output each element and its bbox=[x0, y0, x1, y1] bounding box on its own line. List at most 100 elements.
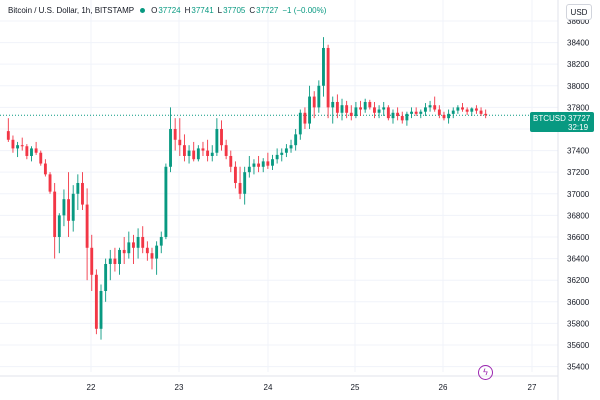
x-tick-label: 22 bbox=[87, 383, 96, 392]
candle bbox=[345, 100, 349, 119]
chart-legend: Bitcoin / U.S. Dollar, 1h, BITSTAMP O 377… bbox=[8, 6, 326, 15]
candle bbox=[201, 141, 205, 156]
candle bbox=[169, 107, 172, 173]
candle-body bbox=[451, 110, 455, 114]
y-tick-label: 38600 bbox=[567, 17, 590, 26]
candle bbox=[238, 166, 242, 200]
candle-body bbox=[266, 161, 270, 166]
candle bbox=[433, 96, 437, 112]
candle-body bbox=[108, 258, 112, 264]
candle-body bbox=[201, 148, 205, 151]
candle bbox=[354, 101, 358, 119]
candle bbox=[210, 145, 214, 162]
candle bbox=[465, 107, 469, 115]
candle bbox=[271, 154, 274, 171]
candle-body bbox=[354, 107, 358, 117]
candle bbox=[81, 172, 84, 210]
candle-body bbox=[391, 112, 395, 119]
candle bbox=[275, 148, 279, 164]
candle bbox=[456, 105, 460, 114]
candle-body bbox=[400, 116, 404, 121]
candle bbox=[164, 163, 168, 240]
candle bbox=[34, 141, 38, 155]
candle-body bbox=[94, 274, 98, 329]
price-axis: 35400 35600 35800 36000 36200 36400 36600 36800… bbox=[557, 0, 590, 400]
candle-body bbox=[6, 131, 10, 140]
candle bbox=[243, 166, 247, 205]
y-tick-label: 36600 bbox=[567, 233, 590, 242]
candle bbox=[141, 226, 145, 254]
candle bbox=[90, 234, 94, 291]
candle bbox=[280, 148, 284, 162]
candle-body bbox=[252, 163, 256, 167]
candle-body bbox=[150, 253, 154, 259]
candle-body bbox=[335, 101, 339, 113]
y-tick-label: 36200 bbox=[567, 276, 590, 285]
candle bbox=[437, 105, 441, 119]
legend-change: −1 (−0.00%) bbox=[282, 6, 327, 15]
candle-body bbox=[419, 111, 423, 114]
candle bbox=[67, 172, 71, 237]
candle-body bbox=[275, 154, 279, 160]
candle-body bbox=[428, 105, 432, 108]
time-axis: 22 23 24 25 26 27 bbox=[0, 375, 558, 392]
candle bbox=[289, 139, 293, 153]
candle bbox=[220, 120, 223, 151]
candle bbox=[11, 135, 15, 153]
candle bbox=[136, 228, 140, 259]
candle bbox=[30, 146, 33, 162]
currency-button[interactable]: USD bbox=[566, 4, 592, 20]
candle-body bbox=[155, 245, 159, 259]
candle-body bbox=[229, 155, 233, 167]
y-tick-label: 35800 bbox=[567, 319, 590, 328]
tradingview-logo-icon[interactable]: ϟ bbox=[478, 365, 493, 380]
candle bbox=[326, 44, 330, 119]
candle bbox=[335, 94, 339, 119]
candle-body bbox=[243, 172, 247, 194]
badge-countdown: 32:19 bbox=[568, 123, 589, 132]
candle bbox=[266, 152, 270, 169]
candle bbox=[373, 101, 376, 119]
candle bbox=[122, 236, 126, 264]
candle-body bbox=[271, 159, 274, 166]
candle-body bbox=[67, 199, 71, 221]
candle bbox=[71, 185, 75, 232]
candle bbox=[118, 247, 121, 275]
candle-body bbox=[479, 110, 483, 114]
candle bbox=[396, 107, 400, 121]
candle-body bbox=[39, 152, 43, 164]
candle bbox=[53, 182, 57, 259]
candle-body bbox=[303, 112, 307, 124]
market-status-dot bbox=[140, 8, 146, 13]
candle-body bbox=[210, 152, 214, 156]
candle bbox=[298, 109, 302, 140]
candle bbox=[400, 111, 404, 124]
candle bbox=[479, 107, 483, 117]
candle-body bbox=[141, 236, 145, 248]
candle bbox=[419, 109, 423, 119]
y-tick-label: 38400 bbox=[567, 39, 590, 48]
current-price-badge: BTCUSD 37727 32:19 bbox=[530, 112, 594, 132]
candle bbox=[6, 118, 10, 142]
candle bbox=[484, 109, 488, 119]
candle-body bbox=[298, 112, 302, 135]
candle-body bbox=[81, 182, 84, 205]
candle bbox=[150, 247, 154, 270]
x-tick-label: 25 bbox=[351, 383, 360, 392]
candle bbox=[261, 158, 265, 173]
candle-body bbox=[71, 193, 75, 221]
candle-body bbox=[247, 166, 251, 173]
candle-body bbox=[326, 47, 330, 108]
candle-body bbox=[465, 109, 469, 112]
candle-body bbox=[178, 139, 182, 146]
candle-body bbox=[349, 112, 353, 117]
x-tick-label: 24 bbox=[264, 383, 273, 392]
candle bbox=[423, 103, 427, 117]
candle bbox=[145, 241, 149, 261]
candle bbox=[94, 269, 98, 335]
candle bbox=[284, 144, 288, 158]
candle-body bbox=[43, 163, 47, 175]
candle bbox=[247, 155, 251, 178]
candle bbox=[317, 80, 321, 113]
